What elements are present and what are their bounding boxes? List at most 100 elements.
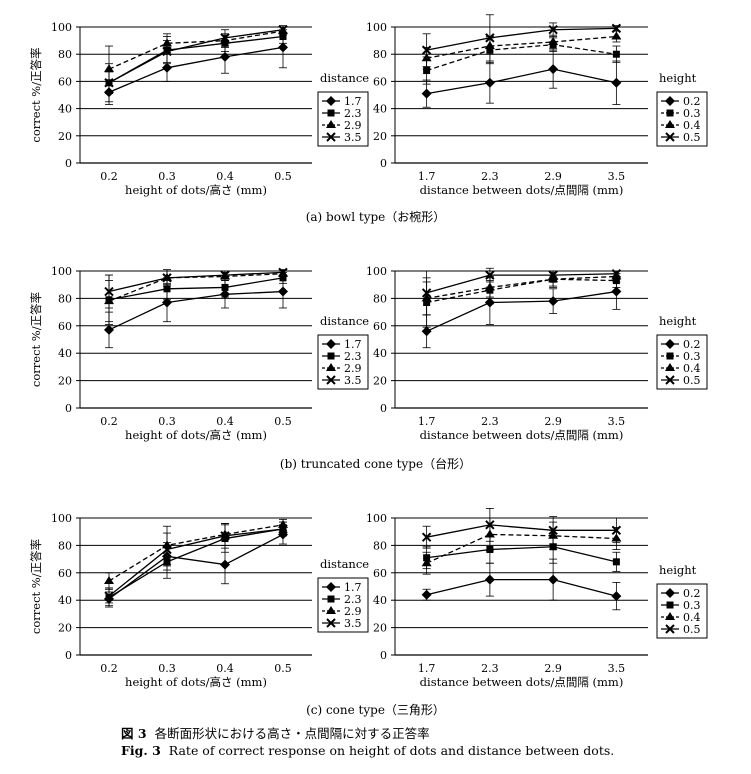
panel-caption-a: (a) bowl type（お椀形） [305, 210, 446, 224]
y-tick-label: 40 [58, 347, 72, 360]
legend-swatch-marker [326, 120, 336, 128]
x-tick-label: 3.5 [608, 662, 626, 675]
data-point [220, 33, 230, 43]
y-tick-label: 100 [51, 265, 72, 278]
y-tick-label: 20 [58, 375, 72, 388]
legend-swatch-marker [665, 132, 675, 142]
data-point [278, 286, 288, 297]
legend-title: distance [320, 557, 369, 571]
legend-label: 1.7 [344, 581, 362, 594]
data-point [279, 274, 287, 282]
data-point [485, 520, 495, 530]
y-tick-label: 80 [58, 48, 72, 61]
y-tick-label: 0 [65, 649, 72, 662]
legend-label: 3.5 [344, 617, 362, 630]
y-tick-label: 60 [58, 320, 72, 333]
data-point [548, 525, 558, 536]
series-line [426, 579, 617, 597]
series-line [108, 29, 284, 84]
y-tick-label: 60 [373, 320, 387, 333]
data-point [220, 559, 230, 570]
series-0.2 [421, 558, 622, 611]
data-point [421, 45, 432, 55]
y-tick-label: 80 [373, 48, 387, 61]
chart-panel-b-left: 0 20 40 60 80 100 0.2 0.3 0.4 0.5 height of dots/高… [29, 265, 369, 442]
legend-label: 0.4 [683, 611, 701, 624]
x-tick-label: 0.3 [158, 662, 176, 675]
series-line [426, 273, 617, 294]
y-tick-label: 100 [51, 21, 72, 34]
series-0.5 [421, 508, 622, 549]
x-tick-label: 3.5 [608, 170, 626, 183]
legend-label: 3.5 [344, 374, 362, 387]
data-point [163, 285, 171, 293]
data-point [484, 574, 495, 585]
data-point [548, 296, 559, 307]
y-axis-label: correct %/正答率 [29, 539, 43, 634]
data-point [162, 46, 172, 57]
legend-label: 0.2 [683, 338, 701, 351]
data-point [421, 288, 432, 298]
series-line [108, 277, 284, 301]
legend-swatch-marker [326, 618, 336, 628]
y-tick-label: 100 [366, 512, 387, 525]
legend-swatch-marker [326, 375, 336, 385]
x-tick-label: 0.4 [216, 662, 234, 675]
legend-swatch-marker [326, 339, 336, 349]
legend-label: 2.9 [344, 362, 362, 375]
series-0.2 [421, 49, 622, 108]
legend-label: 0.3 [683, 350, 701, 363]
y-axis-label: correct %/正答率 [29, 47, 43, 142]
x-tick-label: 0.5 [274, 662, 292, 675]
legend-swatch-marker [326, 132, 336, 142]
x-axis-label: height of dots/高さ (mm) [125, 183, 267, 197]
data-point [611, 525, 622, 536]
legend-swatch-marker [665, 96, 675, 106]
y-tick-label: 0 [380, 157, 387, 170]
data-point [611, 23, 622, 34]
y-tick-label: 40 [373, 103, 387, 116]
data-point [104, 64, 114, 73]
x-axis-label: height of dots/高さ (mm) [125, 675, 267, 689]
series-line [108, 524, 284, 582]
legend-label: 3.5 [344, 131, 362, 144]
legend-label: 0.5 [683, 374, 701, 387]
legend-swatch-marker [327, 595, 335, 603]
x-tick-label: 0.2 [100, 415, 118, 428]
x-tick-label: 2.9 [544, 415, 562, 428]
x-tick-label: 2.3 [481, 662, 499, 675]
legend-label: 0.5 [683, 131, 701, 144]
data-point [611, 77, 622, 88]
legend-swatch-marker [327, 109, 335, 117]
series-line [108, 290, 284, 331]
x-tick-label: 0.4 [216, 170, 234, 183]
data-point [611, 31, 622, 40]
y-tick-label: 20 [373, 130, 387, 143]
x-tick-label: 1.7 [418, 170, 436, 183]
series-line [108, 273, 284, 302]
figure-caption-en-text: Rate of correct response on height of do… [168, 743, 615, 758]
legend-swatch-marker [665, 339, 675, 349]
legend: height 0.20.30.40.5 [656, 563, 708, 639]
x-tick-label: 0.3 [158, 170, 176, 183]
series-0.4 [421, 517, 622, 575]
data-point [548, 574, 559, 585]
x-tick-label: 0.2 [100, 170, 118, 183]
data-point [278, 267, 288, 278]
legend: distance 1.72.32.93.5 [317, 314, 369, 390]
y-tick-label: 80 [373, 539, 387, 552]
legend-label: 2.9 [344, 119, 362, 132]
data-point [162, 273, 172, 283]
data-point [278, 25, 288, 35]
y-tick-label: 40 [58, 594, 72, 607]
series-3.5 [104, 521, 288, 604]
series-line [426, 524, 617, 538]
series-0.5 [421, 14, 622, 67]
series-line [426, 275, 617, 300]
y-tick-label: 100 [366, 21, 387, 34]
legend-swatch-marker [327, 352, 335, 360]
chart-panel-a-left: 0 20 40 60 80 100 0.2 0.3 0.4 0.5 height of dots/高… [29, 21, 369, 197]
series-0.4 [421, 270, 622, 316]
